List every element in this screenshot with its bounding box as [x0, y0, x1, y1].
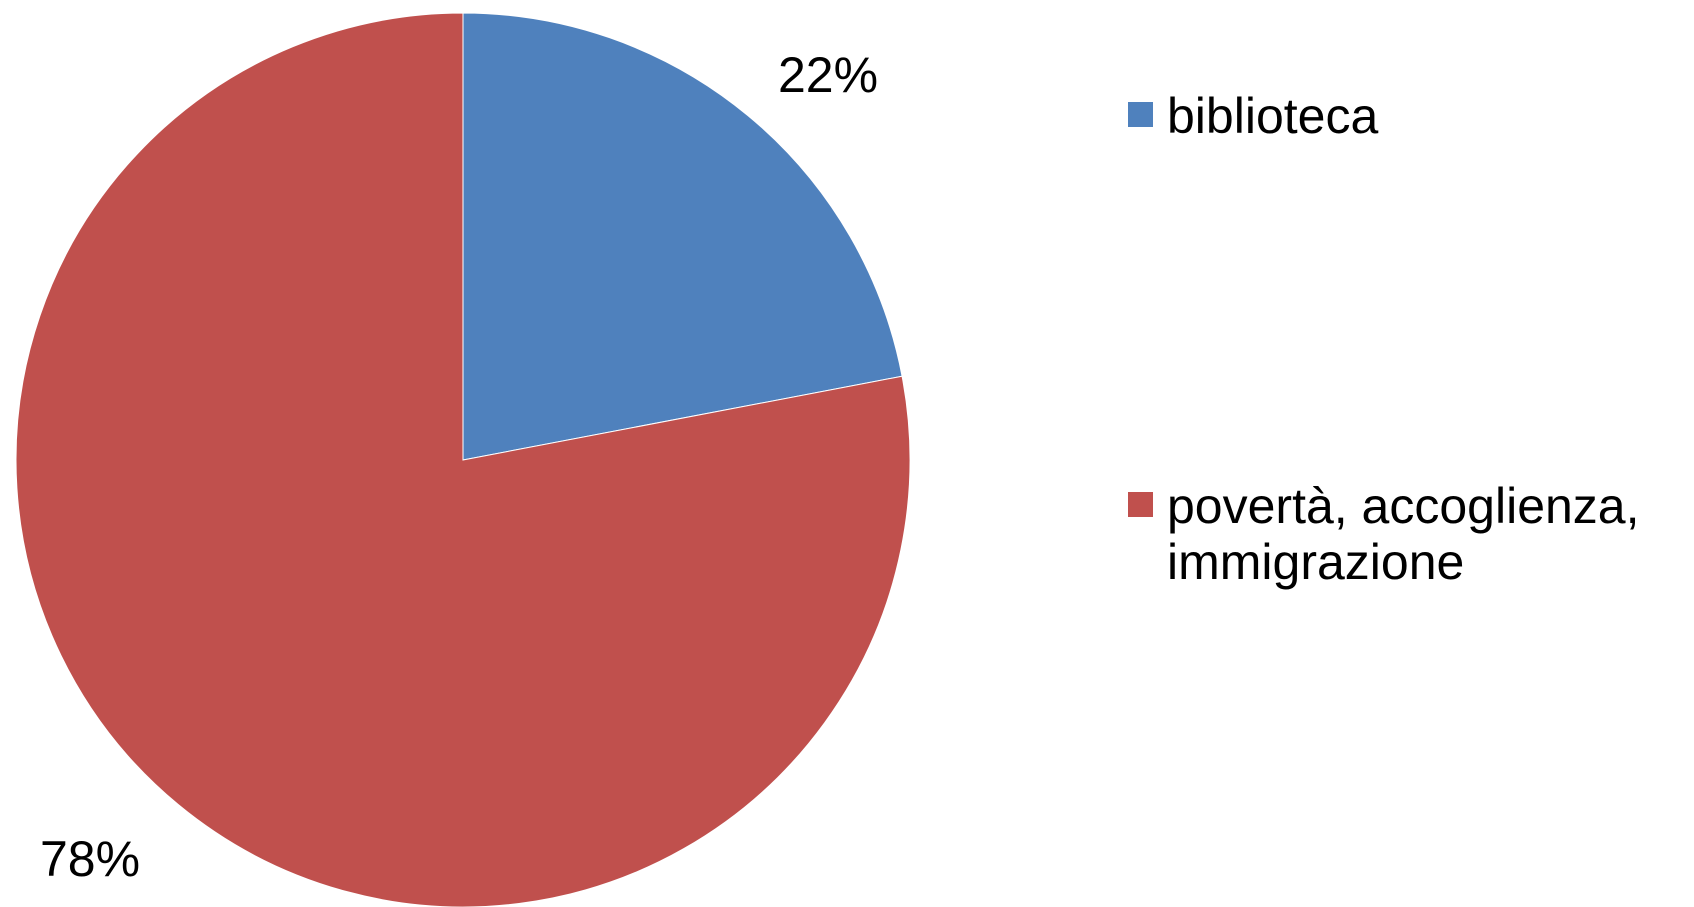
legend-swatch: [1128, 102, 1153, 127]
legend-swatch: [1128, 492, 1153, 517]
data-label: 78%: [40, 831, 140, 887]
data-label: 22%: [778, 47, 878, 103]
legend-item-poverta: povertà, accoglienza, immigrazione: [1128, 478, 1688, 590]
legend-item-biblioteca: biblioteca: [1128, 88, 1688, 144]
legend-label: povertà, accoglienza, immigrazione: [1167, 478, 1640, 590]
pie-slice: [15, 12, 911, 907]
pie-slice: [462, 12, 903, 461]
legend-label: biblioteca: [1167, 88, 1379, 144]
